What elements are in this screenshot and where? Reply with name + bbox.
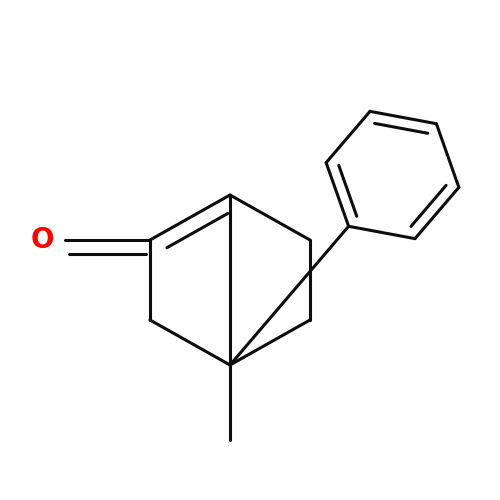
Text: O: O <box>31 226 54 254</box>
